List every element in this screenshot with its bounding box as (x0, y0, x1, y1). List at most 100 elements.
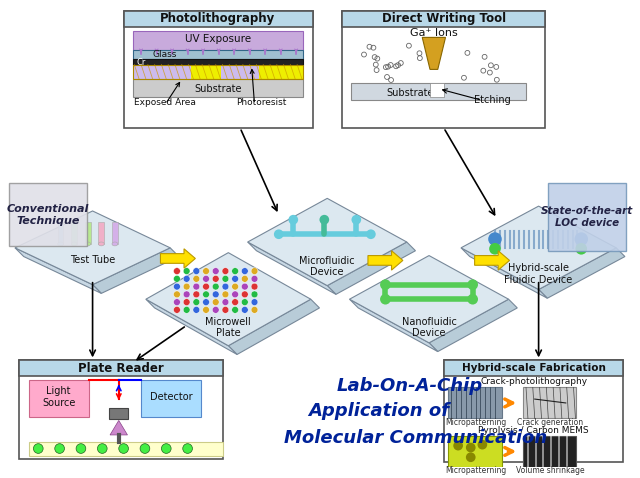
Circle shape (489, 243, 500, 255)
Ellipse shape (71, 242, 77, 246)
Circle shape (183, 283, 190, 290)
Bar (112, 222, 118, 244)
Text: Substrate: Substrate (194, 84, 241, 94)
Bar (58, 222, 63, 244)
Text: Conventional
Technique: Conventional Technique (7, 204, 89, 226)
Text: Pyrolysis / Carbon MEMS: Pyrolysis / Carbon MEMS (479, 425, 589, 435)
Circle shape (183, 299, 190, 305)
Text: Micropatterning: Micropatterning (445, 418, 506, 427)
Circle shape (173, 275, 180, 282)
Circle shape (251, 306, 258, 313)
Circle shape (193, 283, 200, 290)
Bar (342, 11, 545, 128)
Text: Etching: Etching (474, 96, 511, 106)
Circle shape (173, 283, 180, 290)
Circle shape (222, 283, 229, 290)
Circle shape (97, 444, 107, 453)
Circle shape (222, 306, 229, 313)
Polygon shape (475, 251, 509, 270)
Text: Micropatterning: Micropatterning (445, 467, 506, 475)
Circle shape (173, 306, 180, 313)
Circle shape (232, 299, 239, 305)
Polygon shape (422, 37, 445, 69)
Circle shape (251, 299, 258, 305)
Ellipse shape (112, 242, 118, 246)
Text: Detector: Detector (150, 392, 193, 402)
Circle shape (212, 306, 219, 313)
Circle shape (319, 215, 329, 225)
Circle shape (351, 215, 361, 225)
Circle shape (289, 215, 298, 225)
Circle shape (119, 444, 129, 453)
Circle shape (241, 306, 248, 313)
Polygon shape (248, 198, 407, 286)
Bar (523, 388, 577, 418)
Bar (133, 50, 303, 59)
Circle shape (193, 299, 200, 305)
Circle shape (241, 268, 248, 274)
Circle shape (241, 283, 248, 290)
Circle shape (183, 291, 190, 298)
Circle shape (232, 268, 239, 274)
Text: Photoresist: Photoresist (236, 98, 287, 107)
Circle shape (466, 443, 476, 452)
Bar (133, 65, 303, 79)
Polygon shape (539, 248, 625, 298)
Polygon shape (15, 211, 170, 285)
Text: Application of: Application of (308, 402, 449, 420)
Circle shape (251, 283, 258, 290)
Text: Glass: Glass (153, 50, 177, 59)
Circle shape (241, 291, 248, 298)
Bar (19, 360, 223, 459)
Text: Microwell
Plate: Microwell Plate (205, 316, 251, 338)
Text: Hybrid-scale Fabrication: Hybrid-scale Fabrication (462, 363, 605, 373)
Circle shape (212, 275, 219, 282)
Bar (133, 31, 303, 50)
Circle shape (212, 268, 219, 274)
Text: Substrate: Substrate (386, 87, 433, 98)
Circle shape (173, 299, 180, 305)
Polygon shape (146, 299, 237, 355)
Bar (342, 11, 545, 27)
Circle shape (251, 275, 258, 282)
Text: Lab-On-A-Chip: Lab-On-A-Chip (337, 378, 483, 395)
Circle shape (173, 291, 180, 298)
Circle shape (193, 275, 200, 282)
Polygon shape (248, 242, 336, 294)
Circle shape (274, 229, 284, 239)
Circle shape (366, 229, 376, 239)
Polygon shape (110, 421, 127, 435)
Polygon shape (349, 299, 438, 351)
Polygon shape (9, 183, 87, 246)
Text: Direct Writing Tool: Direct Writing Tool (381, 12, 506, 25)
Bar (141, 380, 201, 416)
Circle shape (76, 444, 86, 453)
Circle shape (232, 291, 239, 298)
Text: Volume shrinkage: Volume shrinkage (516, 467, 584, 475)
Bar (124, 11, 313, 27)
Circle shape (183, 306, 190, 313)
Circle shape (467, 294, 478, 304)
Bar (71, 222, 77, 244)
Polygon shape (461, 206, 616, 290)
Bar (29, 380, 89, 416)
Circle shape (222, 291, 229, 298)
Circle shape (193, 268, 200, 274)
Circle shape (203, 268, 209, 274)
Polygon shape (228, 299, 319, 355)
Polygon shape (461, 248, 547, 298)
Circle shape (477, 440, 487, 449)
Text: Microfluidic
Device: Microfluidic Device (300, 256, 355, 277)
Bar (133, 59, 303, 65)
Text: Test Tube: Test Tube (70, 255, 115, 265)
Circle shape (212, 283, 219, 290)
Bar (444, 360, 623, 376)
Circle shape (222, 299, 229, 305)
Bar (99, 222, 104, 244)
Text: Ga⁺ Ions: Ga⁺ Ions (410, 28, 458, 38)
Circle shape (251, 268, 258, 274)
Polygon shape (429, 299, 517, 351)
Circle shape (488, 232, 502, 246)
Circle shape (222, 268, 229, 274)
Polygon shape (93, 248, 179, 293)
